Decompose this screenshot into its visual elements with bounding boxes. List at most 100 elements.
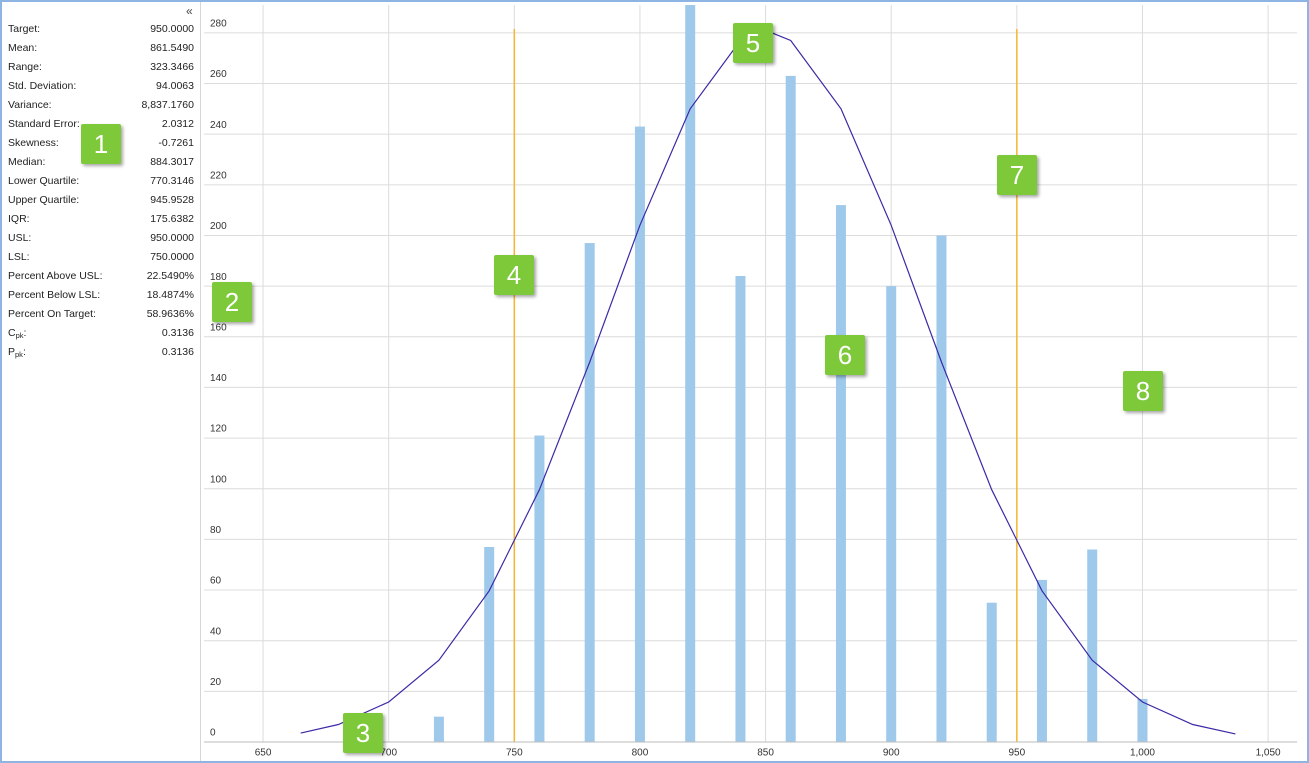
y-tick-label: 140 — [210, 373, 227, 384]
stat-value: 770.3146 — [150, 175, 194, 187]
stat-label: Ppk: — [8, 346, 26, 359]
x-tick-label: 850 — [757, 748, 774, 759]
bar — [835, 205, 846, 742]
stat-row: USL: 950.0000 — [8, 232, 194, 248]
stat-value: 750.0000 — [150, 251, 194, 263]
stat-label-part: pk — [15, 331, 24, 340]
y-tick-label: 220 — [210, 170, 227, 181]
stat-row: Cpk: 0.3136 — [8, 327, 194, 343]
stat-label-part: P — [8, 346, 16, 358]
y-tick-label: 60 — [210, 576, 222, 587]
stat-row: Ppk: 0.3136 — [8, 346, 194, 362]
stat-row: Range: 323.3466 — [8, 61, 194, 77]
x-tick-label: 800 — [632, 748, 649, 759]
callout-badge: 5 — [733, 23, 773, 63]
stat-row: Lower Quartile: 770.3146 — [8, 175, 194, 191]
y-tick-label: 100 — [210, 474, 227, 485]
y-tick-label: 20 — [210, 677, 222, 688]
bar — [735, 275, 746, 742]
bar — [936, 235, 947, 742]
stat-row: Percent On Target: 58.9636% — [8, 308, 194, 324]
collapse-button[interactable]: « — [186, 4, 193, 18]
stat-label: Percent Below LSL: — [8, 289, 101, 301]
stat-row: Mean: 861.5490 — [8, 42, 194, 58]
bar — [986, 602, 997, 742]
stat-value: 323.3466 — [150, 61, 194, 73]
x-tick-label: 950 — [1008, 748, 1025, 759]
x-tick-label: 1,000 — [1130, 748, 1155, 759]
callout-badge: 1 — [81, 124, 121, 164]
y-tick-label: 280 — [210, 18, 227, 29]
stats-panel: « Target: 950.0000 Mean: 861.5490 Range: 323.… — [2, 2, 201, 761]
stat-row: Percent Above USL: 22.5490% — [8, 270, 194, 286]
bar — [484, 546, 495, 742]
stat-row: Target: 950.0000 — [8, 23, 194, 39]
y-tick-label: 200 — [210, 221, 227, 232]
callout-badge: 2 — [212, 282, 252, 322]
y-tick-label: 0 — [210, 728, 216, 739]
x-tick-label: 750 — [506, 748, 523, 759]
y-tick-label: 240 — [210, 120, 227, 131]
stat-row: Percent Below LSL: 18.4874% — [8, 289, 194, 305]
y-tick-label: 80 — [210, 525, 222, 536]
stat-value: 8,837.1760 — [141, 99, 194, 111]
bar — [1137, 698, 1148, 742]
bar — [584, 243, 595, 742]
x-tick-label: 700 — [380, 748, 397, 759]
stat-label: Variance: — [8, 99, 52, 111]
stat-value: -0.7261 — [158, 137, 194, 149]
stat-value: 18.4874% — [146, 289, 194, 301]
stat-row: Skewness: -0.7261 — [8, 137, 194, 153]
stat-row: LSL: 750.0000 — [8, 251, 194, 267]
stat-value: 58.9636% — [146, 308, 194, 320]
stat-label: Median: — [8, 156, 46, 168]
callout-badge: 4 — [494, 255, 534, 295]
callout-badge: 7 — [997, 155, 1037, 195]
bar — [534, 435, 545, 742]
stat-value: 0.3136 — [161, 346, 194, 358]
bar — [886, 286, 897, 742]
stat-label: Cpk: — [8, 327, 26, 340]
bar — [685, 5, 696, 742]
stat-label: Standard Error: — [8, 118, 80, 130]
stat-label-part: pk — [15, 350, 23, 359]
x-tick-label: 900 — [883, 748, 900, 759]
y-tick-label: 180 — [210, 272, 227, 283]
callout-badge: 6 — [825, 335, 865, 375]
stat-row: Std. Deviation: 94.0063 — [8, 80, 194, 96]
stat-value: 945.9528 — [150, 194, 194, 206]
stat-value: 175.6382 — [150, 213, 194, 225]
stat-value: 2.0312 — [161, 118, 194, 130]
stat-value: 884.3017 — [150, 156, 194, 168]
stat-value: 0.3136 — [161, 327, 194, 339]
callout-badge: 8 — [1123, 371, 1163, 411]
stat-value: 22.5490% — [146, 270, 194, 282]
stat-label-part: : — [22, 346, 26, 358]
stat-label: Std. Deviation: — [8, 80, 77, 92]
y-tick-label: 260 — [210, 69, 227, 80]
stat-label: Mean: — [8, 42, 38, 54]
stat-label: Percent Above USL: — [8, 270, 103, 282]
stat-label: Skewness: — [8, 137, 59, 149]
bar — [1036, 579, 1047, 742]
stat-row: Standard Error: 2.0312 — [8, 118, 194, 134]
stat-row: Variance: 8,837.1760 — [8, 99, 194, 115]
stat-label: Target: — [8, 23, 41, 35]
stat-value: 950.0000 — [150, 23, 194, 35]
bar — [433, 716, 444, 742]
stat-value: 861.5490 — [150, 42, 194, 54]
stat-label: Percent On Target: — [8, 308, 96, 320]
stat-label: Lower Quartile: — [8, 175, 80, 187]
stat-value: 950.0000 — [150, 232, 194, 244]
bar — [1087, 549, 1098, 742]
x-tick-label: 650 — [255, 748, 272, 759]
stat-label: USL: — [8, 232, 32, 244]
stat-label-part: C — [8, 327, 16, 339]
stat-label-part: : — [23, 327, 27, 339]
stat-row: IQR: 175.6382 — [8, 213, 194, 229]
y-tick-label: 40 — [210, 626, 222, 637]
stat-row: Median: 884.3017 — [8, 156, 194, 172]
x-tick-label: 1,050 — [1256, 748, 1281, 759]
